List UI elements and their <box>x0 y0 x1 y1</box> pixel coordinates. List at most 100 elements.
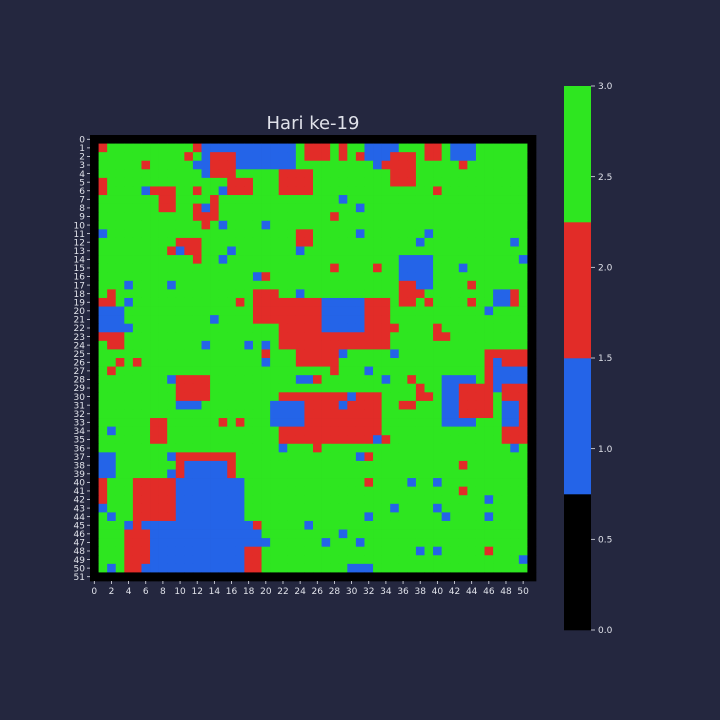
heatmap-cell <box>433 572 443 582</box>
heatmap-cell <box>313 297 322 307</box>
heatmap-cell <box>330 503 340 513</box>
heatmap-cell <box>158 512 168 522</box>
heatmap-cell <box>287 297 297 307</box>
heatmap-cell <box>321 195 331 204</box>
heatmap-cell <box>407 358 417 367</box>
heatmap-cell <box>493 135 503 144</box>
heatmap-cell <box>338 486 348 496</box>
heatmap-cell <box>132 297 142 307</box>
heatmap-cell <box>278 383 288 393</box>
heatmap-cell <box>150 538 159 548</box>
heatmap-cell <box>390 177 400 187</box>
heatmap-cell <box>287 546 297 556</box>
heatmap-cell <box>415 366 425 376</box>
heatmap-cell <box>381 315 391 325</box>
heatmap-cell <box>330 297 340 307</box>
heatmap-cell <box>518 375 528 385</box>
heatmap-cell <box>252 212 262 222</box>
heatmap-cell <box>132 340 142 350</box>
heatmap-cell <box>201 555 211 565</box>
heatmap-cell <box>115 177 125 187</box>
heatmap-cell <box>510 203 520 213</box>
heatmap-cell <box>373 563 382 573</box>
heatmap-cell <box>433 443 443 453</box>
heatmap-cell <box>227 315 237 325</box>
heatmap-cell <box>98 563 108 573</box>
heatmap-cell <box>167 392 177 402</box>
heatmap-cell <box>313 460 322 470</box>
heatmap-cell <box>527 358 537 367</box>
heatmap-cell <box>467 280 477 290</box>
heatmap-cell <box>158 383 168 393</box>
heatmap-cell <box>167 435 177 445</box>
heatmap-cell <box>210 143 220 153</box>
heatmap-cell <box>167 426 177 436</box>
heatmap-cell <box>175 469 185 479</box>
heatmap-cell <box>458 460 468 470</box>
heatmap-cell <box>398 263 408 273</box>
heatmap-cell <box>227 572 237 582</box>
heatmap-cell <box>390 400 400 410</box>
heatmap-cell <box>390 323 400 333</box>
heatmap-cell <box>441 297 451 307</box>
heatmap-cell <box>98 452 108 462</box>
heatmap-cell <box>192 135 202 144</box>
heatmap-cell <box>141 349 151 359</box>
heatmap-cell <box>141 340 151 350</box>
heatmap-cell <box>192 160 202 170</box>
heatmap-cell <box>313 229 322 239</box>
heatmap-cell <box>467 340 477 350</box>
heatmap-cell <box>475 186 485 196</box>
heatmap-cell <box>441 263 451 273</box>
heatmap-cell <box>235 237 245 247</box>
heatmap-cell <box>510 418 520 427</box>
heatmap-cell <box>218 195 228 204</box>
heatmap-cell <box>270 160 280 170</box>
heatmap-cell <box>433 186 443 196</box>
heatmap-cell <box>295 512 305 522</box>
heatmap-cell <box>424 418 434 427</box>
heatmap-cell <box>484 255 494 265</box>
heatmap-cell <box>493 443 503 453</box>
heatmap-cell <box>184 340 194 350</box>
heatmap-cell <box>210 383 220 393</box>
heatmap-cell <box>458 572 468 582</box>
heatmap-cell <box>124 255 134 265</box>
heatmap-cell <box>330 495 340 505</box>
heatmap-cell <box>330 169 340 179</box>
heatmap-cell <box>175 152 185 162</box>
heatmap-cell <box>124 358 134 367</box>
heatmap-cell <box>330 452 340 462</box>
heatmap-cell <box>124 486 134 496</box>
heatmap-cell <box>433 400 443 410</box>
heatmap-cell <box>321 280 331 290</box>
heatmap-cell <box>338 169 348 179</box>
heatmap-cell <box>424 529 434 539</box>
heatmap-cell <box>167 143 177 153</box>
heatmap-cell <box>150 572 159 582</box>
heatmap-cell <box>210 512 220 522</box>
heatmap-cell <box>132 263 142 273</box>
heatmap-cell <box>364 143 374 153</box>
heatmap-cell <box>510 469 520 479</box>
heatmap-cell <box>407 143 417 153</box>
heatmap-cell <box>115 195 125 204</box>
heatmap-cell <box>321 366 331 376</box>
heatmap-cell <box>373 392 382 402</box>
heatmap-cell <box>484 143 494 153</box>
heatmap-cell <box>484 486 494 496</box>
heatmap-cell <box>167 546 177 556</box>
heatmap-cell <box>295 375 305 385</box>
heatmap-cell <box>210 297 220 307</box>
heatmap-cell <box>355 289 365 299</box>
heatmap-cell <box>493 160 503 170</box>
heatmap-cell <box>415 306 425 316</box>
heatmap-cell <box>287 186 297 196</box>
heatmap-cell <box>287 375 297 385</box>
heatmap-cell <box>150 469 159 479</box>
heatmap-cell <box>390 315 400 325</box>
heatmap-cell <box>107 409 117 419</box>
heatmap-cell <box>450 152 460 162</box>
heatmap-cell <box>518 349 528 359</box>
heatmap-cell <box>295 563 305 573</box>
